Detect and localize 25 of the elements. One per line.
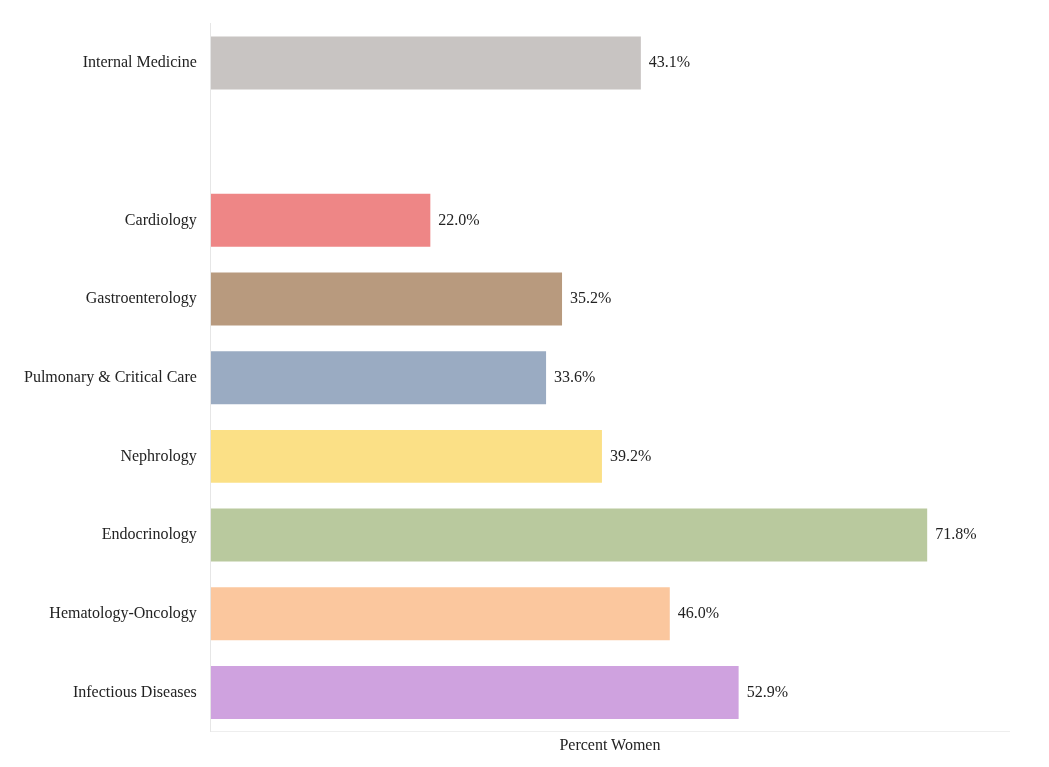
bar — [210, 587, 670, 641]
bar — [210, 193, 431, 247]
x-axis-title: Percent Women — [559, 735, 661, 753]
data-label: 35.2% — [570, 289, 612, 307]
data-label: 22.0% — [438, 210, 480, 228]
y-tick-label: Hematology-Oncology — [49, 603, 197, 622]
y-tick-label: Internal Medicine — [82, 53, 197, 71]
data-label: 39.2% — [609, 446, 652, 464]
data-label: 71.8% — [935, 525, 977, 543]
data-label: 33.6% — [554, 367, 596, 385]
y-tick-label: Nephrology — [120, 446, 197, 465]
data-label: 46.0% — [677, 603, 720, 621]
bar — [210, 666, 739, 719]
bar — [210, 508, 928, 562]
y-tick-label: Infectious Diseases — [72, 682, 197, 700]
y-tick-label: Endocrinology — [101, 525, 197, 544]
y-tick-label: Pulmonary & Critical Care — [23, 367, 197, 386]
y-tick-label: Gastroenterology — [85, 289, 197, 308]
bar — [210, 272, 563, 326]
data-label: 43.1% — [648, 53, 691, 71]
data-label: 52.9% — [746, 682, 788, 700]
bar — [210, 351, 547, 405]
bar — [210, 36, 641, 90]
bar — [210, 429, 602, 483]
y-tick-label: Cardiology — [124, 210, 197, 229]
